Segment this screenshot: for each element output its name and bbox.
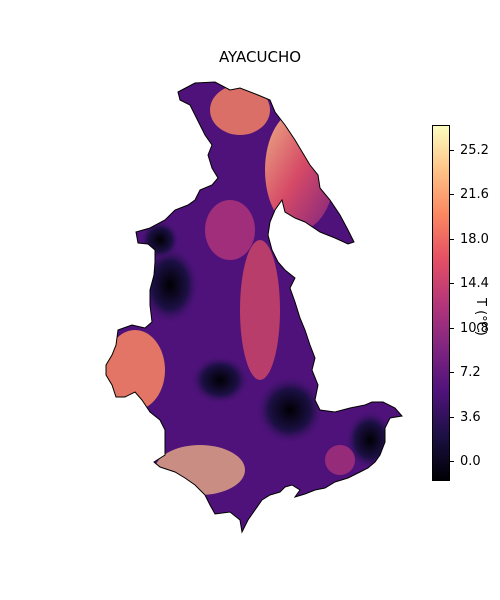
- colorbar-tick-mark: [450, 283, 454, 285]
- colorbar-tick-mark: [450, 416, 454, 418]
- colorbar-tick-label: 25.2: [460, 142, 489, 158]
- colorbar-tick-mark: [450, 238, 454, 240]
- colorbar-tick-label: 18.0: [460, 231, 489, 247]
- colorbar-tick-mark: [450, 149, 454, 151]
- colorbar-tick-label: 0.0: [460, 454, 481, 470]
- map-title: AYACUCHO: [218, 48, 302, 66]
- colorbar-label: T (°C): [473, 298, 488, 336]
- colorbar-tick-label: 21.6: [460, 187, 489, 203]
- colorbar-tick-label: 7.2: [460, 365, 481, 381]
- colorbar-tick-mark: [450, 194, 454, 196]
- colorbar-tick-mark: [450, 327, 454, 329]
- colorbar-tick-mark: [450, 461, 454, 463]
- colorbar-tick-label: 10.8: [460, 320, 489, 336]
- colorbar-tick-label: 14.4: [460, 276, 489, 292]
- colorbar: [432, 125, 450, 481]
- colorbar-tick-mark: [450, 372, 454, 374]
- region-outline: [105, 81, 403, 534]
- temperature-field: [106, 82, 402, 532]
- colorbar-tick-label: 3.6: [460, 409, 481, 425]
